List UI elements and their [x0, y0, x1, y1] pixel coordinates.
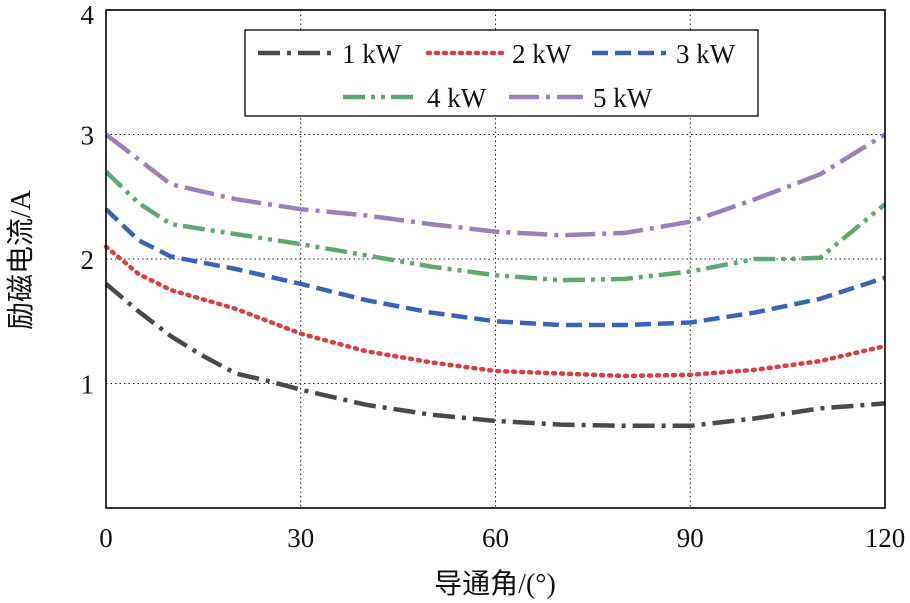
legend-label-4: 4 kW — [427, 83, 487, 113]
y-tick-label: 4 — [81, 0, 95, 30]
y-tick-label: 1 — [81, 370, 95, 400]
legend-label-3: 3 kW — [676, 39, 736, 69]
series-line-4 — [104, 170, 887, 283]
legend-label-2: 2 kW — [512, 39, 572, 69]
x-tick-label: 90 — [677, 523, 704, 553]
series-layer — [103, 132, 888, 429]
series-line-3 — [104, 207, 886, 328]
x-tick-label: 30 — [287, 523, 314, 553]
y-tick-label: 3 — [81, 121, 95, 151]
legend-label-1: 1 kW — [342, 39, 402, 69]
legend-box — [244, 29, 759, 117]
tick-labels: 0 30 60 90 120 1 2 3 4 — [81, 0, 906, 553]
x-tick-label: 60 — [482, 523, 509, 553]
x-tick-label: 120 — [865, 523, 906, 553]
series-line-5 — [104, 132, 887, 238]
legend: 1 kW 2 kW 3 kW 4 kW 5 kW — [244, 29, 759, 117]
series-line-2 — [103, 244, 888, 379]
plot-frame — [105, 9, 886, 509]
x-tick-label: 0 — [99, 523, 113, 553]
series-line-1 — [104, 282, 886, 429]
y-axis-label: 励磁电流/A — [5, 189, 37, 330]
y-tick-label: 2 — [81, 245, 95, 275]
x-axis-label: 导通角/(°) — [434, 568, 556, 600]
legend-label-5: 5 kW — [593, 83, 653, 113]
